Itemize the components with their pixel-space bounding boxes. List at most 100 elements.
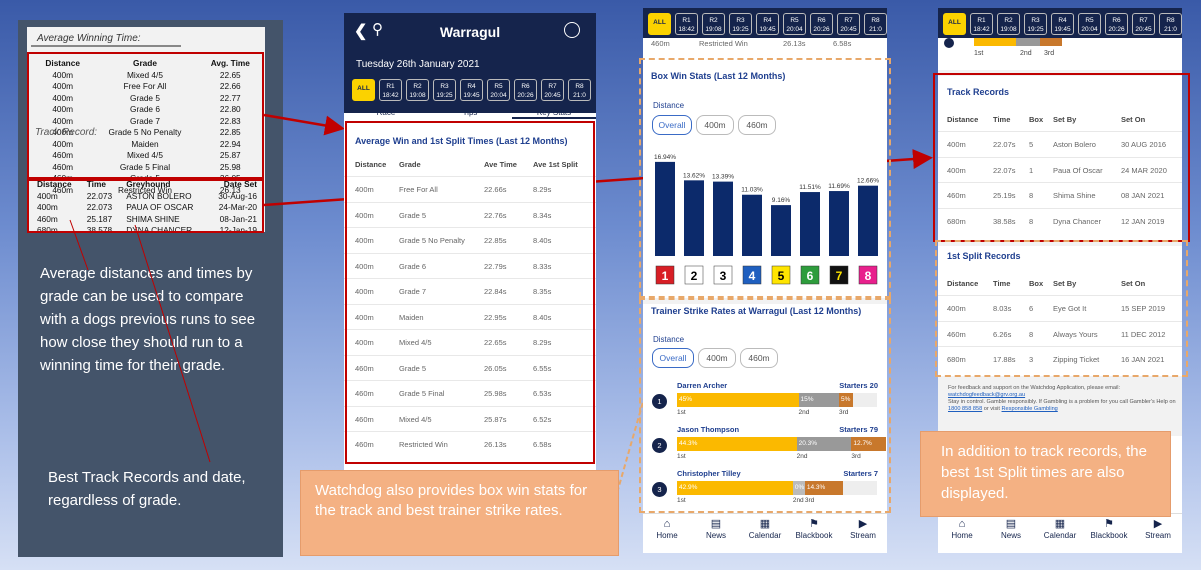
nav-home[interactable]: ⌂ Home bbox=[643, 518, 691, 540]
table-cell: 30 AUG 2016 bbox=[1121, 140, 1167, 149]
table-cell: 400m bbox=[52, 69, 74, 80]
race-chip-r7[interactable]: R7 20:45 bbox=[1132, 13, 1155, 35]
race-chip-r2[interactable]: R2 19:08 bbox=[406, 79, 429, 101]
search-icon[interactable]: ⚲ bbox=[372, 21, 383, 38]
box-stats-title: Box Win Stats (Last 12 Months) bbox=[651, 71, 786, 81]
col-header: Box bbox=[1029, 279, 1044, 288]
race-chip-r6[interactable]: R6 20:26 bbox=[514, 79, 537, 101]
race-chip-r1[interactable]: R1 18:42 bbox=[379, 79, 402, 101]
strike-bar-second: 0% bbox=[792, 481, 805, 495]
track-record-label: Track Record: bbox=[35, 127, 98, 138]
table-cell: 11 DEC 2012 bbox=[1121, 329, 1166, 339]
race-chip-r6[interactable]: R6 20:26 bbox=[810, 13, 833, 35]
race-chip-r1[interactable]: R1 18:42 bbox=[675, 13, 698, 35]
tab-tips[interactable]: Tips bbox=[462, 108, 478, 117]
col-header: Set By bbox=[1053, 279, 1077, 288]
race-chip-r8[interactable]: R8 21:0 bbox=[864, 13, 887, 35]
col-header: Ave Time bbox=[484, 160, 517, 169]
table-cell: 680m bbox=[947, 355, 966, 364]
table-cell: 22.84s bbox=[484, 287, 507, 296]
table-cell: 400m bbox=[355, 236, 374, 245]
stream-icon: ▶ bbox=[858, 518, 868, 530]
race-chip-r4[interactable]: R4 19:45 bbox=[460, 79, 483, 101]
table-row: 400m Grade 5 No Penalty 22.85s 8.40s bbox=[344, 227, 596, 252]
profile-icon[interactable] bbox=[564, 22, 580, 38]
place-label: 3rd bbox=[804, 497, 815, 504]
race-chip-all[interactable]: ALL bbox=[648, 13, 671, 35]
nav-blackbook[interactable]: ⚑ Blackbook bbox=[790, 518, 838, 540]
race-chip-r5[interactable]: R5 20:04 bbox=[487, 79, 510, 101]
race-chip-r3[interactable]: R3 19:25 bbox=[433, 79, 456, 101]
race-chip-r5[interactable]: R5 20:04 bbox=[1078, 13, 1101, 35]
highlight-phone1-table bbox=[345, 121, 595, 464]
box-7-rug-icon bbox=[829, 265, 849, 285]
table-cell: 17.88s bbox=[993, 355, 1016, 364]
box-number: 4 bbox=[749, 269, 756, 283]
callout-split-records: In addition to track records, the best 1… bbox=[920, 431, 1171, 517]
trainer-distance-label: Distance bbox=[653, 335, 685, 344]
nav-calendar[interactable]: ▦ Calendar bbox=[741, 518, 789, 540]
table-cell: 25.87 bbox=[219, 150, 241, 160]
tab-key-stats[interactable]: Key Stats bbox=[512, 108, 596, 119]
back-icon[interactable]: ❮ bbox=[354, 23, 368, 40]
race-chip-all[interactable]: ALL bbox=[352, 79, 375, 101]
table-cell: Shima Shine bbox=[1053, 191, 1096, 200]
race-chip-r8[interactable]: R8 21:0 bbox=[1159, 13, 1182, 35]
table-cell: Maiden bbox=[131, 138, 159, 149]
table-cell: 24 MAR 2020 bbox=[1121, 165, 1167, 175]
race-chip-all[interactable]: ALL bbox=[943, 13, 966, 35]
table-cell: 8.34s bbox=[533, 210, 552, 220]
table-row: 460m Grade 5 26.05s 6.55s bbox=[344, 354, 596, 380]
avg-winning-time-title: Average Winning Time: bbox=[31, 33, 180, 47]
race-chip-r3[interactable]: R3 19:25 bbox=[1024, 13, 1047, 35]
rank-badge: 1 bbox=[652, 394, 667, 409]
nav-calendar[interactable]: ▦ Calendar bbox=[1036, 518, 1084, 540]
filter-460m[interactable]: 460m bbox=[738, 115, 776, 135]
table-cell: Mixed 4/5 bbox=[399, 338, 432, 347]
table-cell: 680m bbox=[37, 225, 58, 232]
filter-400m[interactable]: 400m bbox=[696, 115, 734, 135]
gamblers-help-phone[interactable]: 1800 858 858 bbox=[948, 406, 983, 412]
trainer-filter-overall[interactable]: Overall bbox=[652, 348, 694, 368]
table-cell: 400m bbox=[947, 304, 966, 313]
race-selector-bar: ALL R1 18:42 R2 19:08 R3 19:25 R4 19:45 R5 20:04 R6… bbox=[643, 8, 887, 38]
tab-race[interactable]: Race bbox=[376, 108, 396, 117]
trainer-filter-400m[interactable]: 400m bbox=[698, 348, 736, 368]
race-chip-r2[interactable]: R2 19:08 bbox=[997, 13, 1020, 35]
filter-overall[interactable]: Overall bbox=[652, 115, 692, 135]
col-header: Set On bbox=[1121, 115, 1146, 124]
table-cell: 25.98s bbox=[484, 389, 507, 398]
race-chip-r7[interactable]: R7 20:45 bbox=[837, 13, 860, 35]
nav-home[interactable]: ⌂ Home bbox=[938, 518, 986, 540]
race-chip-r5[interactable]: R5 20:04 bbox=[783, 13, 806, 35]
race-chip-r3[interactable]: R3 19:25 bbox=[729, 13, 752, 35]
box-2-rug-icon bbox=[684, 265, 704, 285]
place-label: 3rd bbox=[851, 453, 861, 460]
race-chip-r6[interactable]: R6 20:26 bbox=[1105, 13, 1128, 35]
race-chip-r4[interactable]: R4 19:45 bbox=[756, 13, 779, 35]
nav-news[interactable]: ▤ News bbox=[987, 518, 1035, 540]
table-cell: Zipping Ticket bbox=[1053, 355, 1100, 364]
race-chip-r2[interactable]: R2 19:08 bbox=[702, 13, 725, 35]
nav-stream[interactable]: ▶ Stream bbox=[839, 518, 887, 540]
table-cell: 8.35s bbox=[533, 287, 552, 296]
news-icon: ▤ bbox=[710, 518, 722, 530]
feedback-email-link[interactable]: watchdogfeedback@grv.org.au bbox=[948, 392, 1026, 398]
race-chip-r7[interactable]: R7 20:45 bbox=[541, 79, 564, 101]
race-selector-bar: ALL R1 18:42 R2 19:08 R3 19:25 R4 19:45 R5 20:04 R6… bbox=[938, 8, 1182, 38]
race-chip-r8[interactable]: R8 21:0 bbox=[568, 79, 591, 101]
table-row: 400m Grade 6 22.80 bbox=[35, 104, 261, 115]
responsible-gambling-link[interactable]: Responsible Gambling bbox=[1001, 406, 1058, 412]
race-chip-r4[interactable]: R4 19:45 bbox=[1051, 13, 1074, 35]
app-header: ❮ ⚲ Warragul Tuesday 26th January 2021 A… bbox=[344, 13, 596, 113]
nav-blackbook[interactable]: ⚑ Blackbook bbox=[1085, 518, 1133, 540]
table-cell: 22.66s bbox=[484, 185, 507, 194]
race-chip-r1[interactable]: R1 18:42 bbox=[970, 13, 993, 35]
nav-news[interactable]: ▤ News bbox=[692, 518, 740, 540]
strike-bar-second: 20.3% bbox=[796, 437, 852, 451]
box-8-rug-icon bbox=[858, 265, 878, 285]
nav-stream[interactable]: ▶ Stream bbox=[1134, 518, 1182, 540]
col-header: Set By bbox=[1053, 115, 1077, 124]
trainer-filter-460m[interactable]: 460m bbox=[740, 348, 778, 368]
nav-label: Home bbox=[656, 531, 678, 540]
